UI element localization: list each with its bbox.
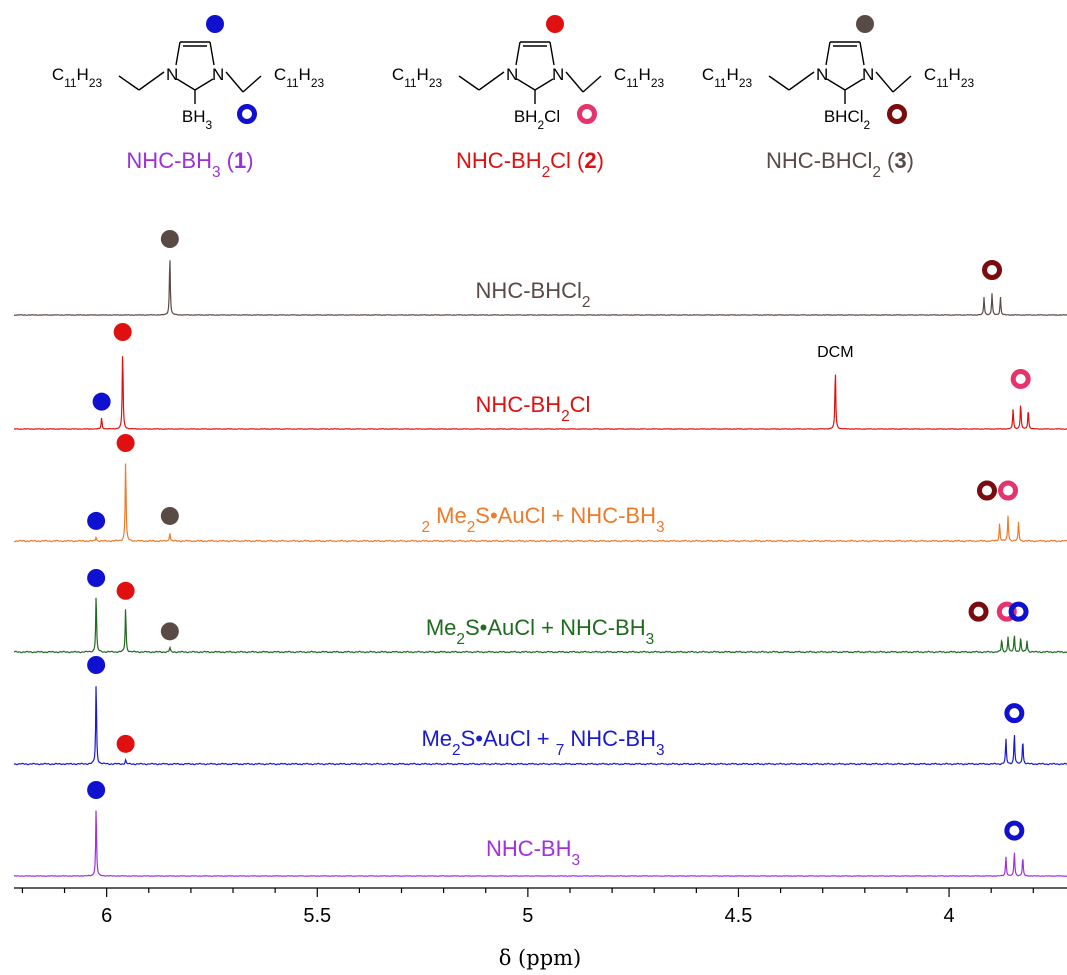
spectrum-me2s-aucl-7-nhc-bh3: Me2S•AuCl + 7 NHC-BH3 xyxy=(13,656,1067,766)
nch2-marker xyxy=(1010,368,1031,389)
x-tick-label: 4 xyxy=(944,905,955,927)
compound-name: NHC-BHCl2 (3) xyxy=(766,148,914,181)
series-label: NHC-BHCl2 xyxy=(476,278,591,311)
nitrogen-label: N xyxy=(212,65,224,84)
spectrum-line xyxy=(13,810,1067,877)
ring-ch-marker xyxy=(160,230,179,248)
nitrogen-label: N xyxy=(166,65,178,84)
ring-ch-marker xyxy=(87,569,106,587)
spectrum-line xyxy=(13,597,1067,654)
series-label: Me2S•AuCl + NHC-BH3 xyxy=(426,615,654,648)
ring-ch-marker xyxy=(116,434,135,452)
spectrum-nhc-bh3: NHC-BH3 xyxy=(13,781,1067,877)
nch2-marker xyxy=(996,601,1017,622)
ring-ch-marker xyxy=(116,734,135,753)
boron-group: BH2Cl xyxy=(514,107,560,132)
spectrum-line xyxy=(13,260,1067,316)
spectrum-me2s-aucl-nhc-bh3: Me2S•AuCl + NHC-BH3 xyxy=(13,569,1067,654)
spectrum-nhc-bhcl2: NHC-BHCl2 xyxy=(13,230,1067,316)
nitrogen-label: N xyxy=(816,65,828,84)
right-substituent: C11H23 xyxy=(924,65,975,90)
ring-ch-marker xyxy=(160,506,179,525)
compound-name: NHC-BH2Cl (2) xyxy=(456,148,604,181)
left-substituent: C11H23 xyxy=(702,65,753,90)
left-substituent: C11H23 xyxy=(392,65,443,90)
spectrum-2-me2s-aucl-nhc-bh3: 2 Me2S•AuCl + NHC-BH3 xyxy=(13,434,1067,543)
solvent-annotation: DCM xyxy=(817,344,853,361)
structure-2: N N C11H23 C11H23 BH2Cl NHC-BH2Cl (2) xyxy=(392,15,665,181)
structure-3: N N C11H23 C11H23 BHCl2 NHC-BHCl2 (3) xyxy=(702,15,975,181)
spectrum-line xyxy=(13,686,1067,766)
spectrum-line xyxy=(13,463,1067,543)
nch2-marker xyxy=(968,601,989,622)
nch2-marker xyxy=(982,260,1003,280)
ring-ch-marker xyxy=(856,15,874,33)
series-label: Me2S•AuCl + 7 NHC-BH3 xyxy=(421,726,664,759)
series-label: NHC-BH3 xyxy=(486,836,580,869)
ring-ch-marker xyxy=(113,323,132,341)
ring-ch-marker xyxy=(116,581,135,600)
boron-group: BHCl2 xyxy=(824,107,871,132)
chemical-structures: N N C11H23 C11H23 BH3 NHC-BH3 (1) N N C11H23 C11H… xyxy=(52,15,975,181)
ring-ch-marker xyxy=(87,781,106,799)
left-substituent: C11H23 xyxy=(52,65,103,90)
nch2-marker xyxy=(237,104,257,124)
x-tick-label: 5 xyxy=(522,905,533,927)
nch2-marker xyxy=(1004,703,1025,724)
ring-ch-marker xyxy=(546,15,564,33)
x-tick-label: 5.5 xyxy=(303,905,331,927)
nch2-marker xyxy=(998,480,1019,501)
right-substituent: C11H23 xyxy=(614,65,665,90)
nch2-marker xyxy=(1008,601,1029,622)
nitrogen-label: N xyxy=(506,65,518,84)
nch2-marker xyxy=(976,480,997,501)
compound-name: NHC-BH3 (1) xyxy=(126,148,253,181)
spectra-stack: NHC-BHCl2 NHC-BH2Cl DCM 2 Me2S•AuCl + NHC-B… xyxy=(13,230,1067,877)
boron-group: BH3 xyxy=(182,107,213,132)
spectrum-nhc-bh2cl: NHC-BH2Cl DCM xyxy=(13,323,1067,430)
right-substituent: C11H23 xyxy=(274,65,325,90)
nch2-marker xyxy=(577,104,597,124)
nitrogen-label: N xyxy=(862,65,874,84)
x-axis: 6 5.5 5 4.5 4 δ (ppm) xyxy=(14,887,1067,970)
spectrum-line xyxy=(13,356,1067,430)
x-tick-label: 4.5 xyxy=(725,905,753,927)
nitrogen-label: N xyxy=(552,65,564,84)
structure-1: N N C11H23 C11H23 BH3 NHC-BH3 (1) xyxy=(52,15,325,181)
x-tick-label: 6 xyxy=(101,905,112,927)
ring-ch-marker xyxy=(87,656,106,674)
nch2-marker xyxy=(1004,820,1025,841)
series-label: 2 Me2S•AuCl + NHC-BH3 xyxy=(421,503,664,536)
ring-ch-marker xyxy=(92,392,111,411)
ring-ch-marker xyxy=(160,622,179,641)
ring-ch-marker xyxy=(206,15,224,33)
ring-ch-marker xyxy=(87,511,106,530)
x-axis-title: δ (ppm) xyxy=(499,946,582,970)
nch2-marker xyxy=(887,104,907,124)
series-label: NHC-BH2Cl xyxy=(476,392,591,425)
